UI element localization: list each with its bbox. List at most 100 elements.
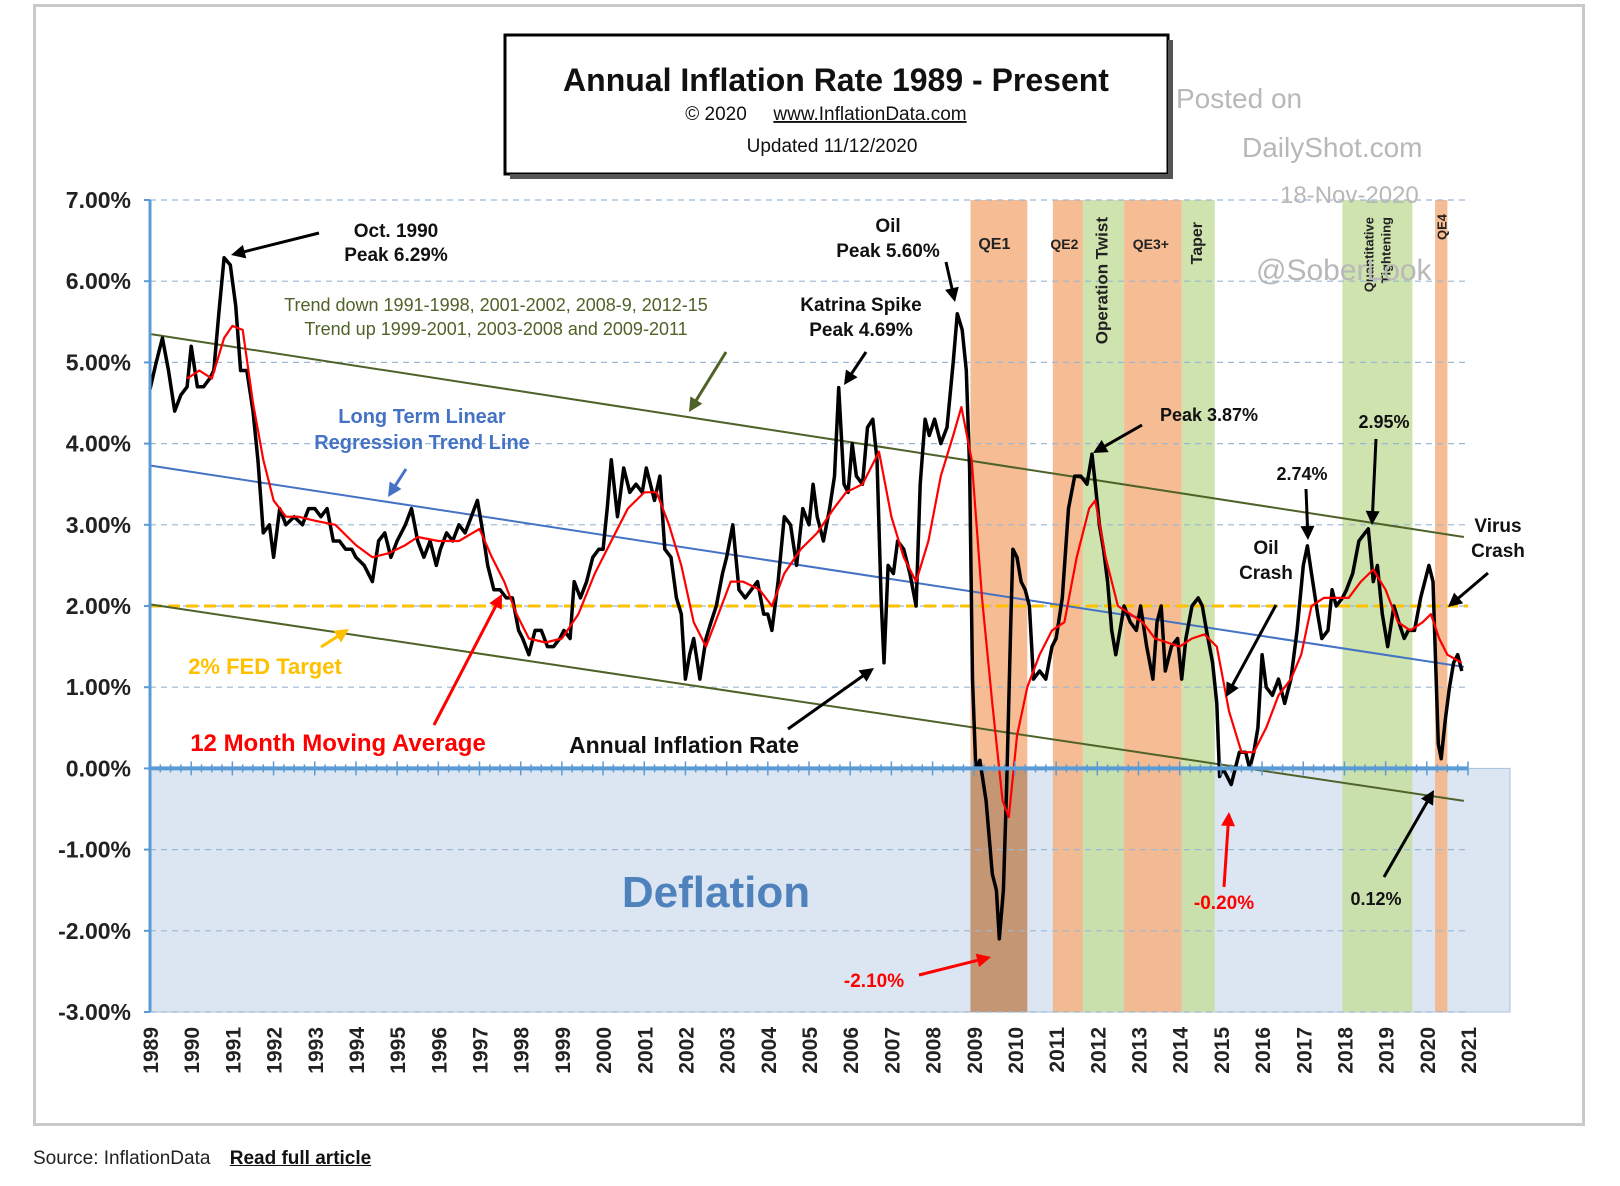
band-label-qe1: QE1 [978,236,1010,253]
source-url: www.InflationData.com [772,104,966,125]
band-label-taper: Taper [1189,222,1206,264]
arrow-peak-387 [1101,423,1143,449]
arrow-oil-peak [944,261,955,292]
y-tick-label: 6.00% [66,268,131,294]
x-tick-label: 2006 [840,1027,863,1074]
annotation-oct-1990: Oct. 1990 Peak 6.29% [344,221,448,266]
arrow-regression-head [388,481,402,497]
watermark-handle: @SoberLook [1256,254,1433,287]
y-tick-label: -3.00% [58,999,131,1025]
y-tick-label: 0.00% [66,755,131,781]
annotation-295: 2.95% [1358,412,1409,432]
arrow-295-head [1365,510,1380,525]
x-tick-label: 2000 [593,1027,616,1074]
arrow-fed-target [320,633,341,649]
arrow-oil-crash-head [1226,681,1239,697]
upper-channel-line [149,332,1465,538]
annotation-regression-line: Long Term Linear [338,406,506,428]
arrow-oct-1990 [241,231,320,254]
x-tick-label: 2012 [1087,1027,1110,1074]
title-box [503,33,1170,176]
arrow-minus-210 [918,958,981,977]
annotation-annual-rate-line: Annual Inflation Rate [569,732,799,758]
annotation-oct-1990-line: Oct. 1990 [354,221,439,242]
x-tick-label: 2015 [1211,1027,1234,1074]
x-tick-label: 2017 [1293,1027,1316,1074]
x-tick-label: 2014 [1170,1027,1193,1074]
x-tick-label: 1999 [552,1027,575,1074]
x-tick-label: 1993 [305,1027,328,1074]
annotation-274-line: 2.74% [1276,464,1327,484]
watermark-site: DailyShot.com [1242,132,1423,163]
annotation-trend-line: Trend down 1991-1998, 2001-2002, 2008-9,… [284,295,708,315]
x-tick-label: 2020 [1417,1027,1440,1074]
arrow-annual-rate [787,673,866,731]
band-label-qe4: QE4 [1434,213,1449,240]
annotation-012-line: 0.12% [1350,889,1401,909]
arrow-trend-head [689,396,703,412]
arrow-regression [392,468,408,489]
annotation-oct-1990-line: Peak 6.29% [344,245,448,266]
x-tick-label: 2003 [717,1027,740,1074]
y-tick-label: 1.00% [66,674,131,700]
y-tick-label: -2.00% [58,918,131,944]
annotation-katrina-line: Peak 4.69% [809,320,913,341]
x-tick-label: 2004 [758,1027,781,1074]
x-tick-label: 2016 [1252,1027,1275,1074]
source-label: Source: InflationData [33,1148,211,1169]
x-tick-label: 2002 [675,1027,698,1074]
x-tick-label: 1998 [511,1027,534,1074]
annotation-annual-rate: Annual Inflation Rate [569,732,799,758]
annotation-moving-average-line: 12 Month Moving Average [190,730,486,757]
read-full-article-link[interactable]: Read full article [229,1148,372,1169]
annotation-katrina: Katrina Spike Peak 4.69% [800,295,921,341]
annotation-fed-target: 2% FED Target [188,654,342,679]
annotation-012: 0.12% [1350,889,1401,909]
arrow-minus-020 [1222,823,1230,888]
y-tick-label: 7.00% [66,187,131,213]
band-label-qe3-: QE3+ [1133,236,1169,252]
arrow-katrina-head [844,369,858,385]
annotation-oil-peak-line: Oil [875,216,900,237]
footer: Source: InflationData Read full article [33,1148,371,1170]
x-tick-label: 1990 [181,1027,204,1074]
y-tick-label: 3.00% [66,512,131,538]
arrow-295 [1371,438,1378,514]
annotation-moving-average: 12 Month Moving Average [190,730,486,757]
arrow-peak-387-head [1093,439,1109,453]
arrow-minus-020-head [1221,812,1236,827]
x-tick-label: 2008 [923,1027,946,1074]
x-tick-label: 1991 [222,1027,245,1074]
arrow-virus-crash-head [1448,592,1464,607]
x-tick-label: 2011 [1046,1027,1069,1073]
chart-frame: QE1 QE2 Operation Twist QE3+ Taper Quantitati… [33,4,1585,1126]
copyright: © 2020 [685,104,747,125]
band-label-operation-twist: Operation Twist [1092,217,1111,345]
x-tick-label: 2007 [881,1027,904,1074]
annotation-trend-line: Trend up 1999-2001, 2003-2008 and 2009-2… [304,319,687,339]
arrow-oct-1990-head [231,244,247,259]
x-tick-label: 1996 [428,1027,451,1074]
title-box-shadow [1168,40,1173,179]
watermark-date: 18-Nov-2020 [1280,182,1419,209]
deflation-label: Deflation [622,868,810,917]
x-tick-label: 1989 [140,1027,163,1074]
arrow-274-head [1300,525,1315,540]
band-label-qe2: QE2 [1050,236,1078,252]
x-tick-label: 2019 [1376,1027,1399,1074]
y-tick-label: -1.00% [58,837,131,863]
x-tick-label: 2010 [1005,1027,1028,1074]
annotation-katrina-line: Katrina Spike [800,295,921,316]
arrow-moving-average [432,603,499,726]
band-qe1-deflation-overlap [970,768,1028,1012]
chart-title: Annual Inflation Rate 1989 - Present [563,62,1109,98]
y-tick-label: 5.00% [66,349,131,375]
annotation-274: 2.74% [1276,464,1327,484]
arrow-minus-210-head [975,953,991,968]
annotation-peak-387-line: Peak 3.87% [1160,405,1258,425]
annotation-oil-peak-line: Peak 5.60% [836,241,940,262]
inflation-chart: QE1 QE2 Operation Twist QE3+ Taper Quantitati… [58,33,1525,1074]
moving-average-line [186,324,1463,819]
annotation-minus-210-line: -2.10% [844,971,904,992]
x-tick-label: 2005 [799,1027,822,1074]
